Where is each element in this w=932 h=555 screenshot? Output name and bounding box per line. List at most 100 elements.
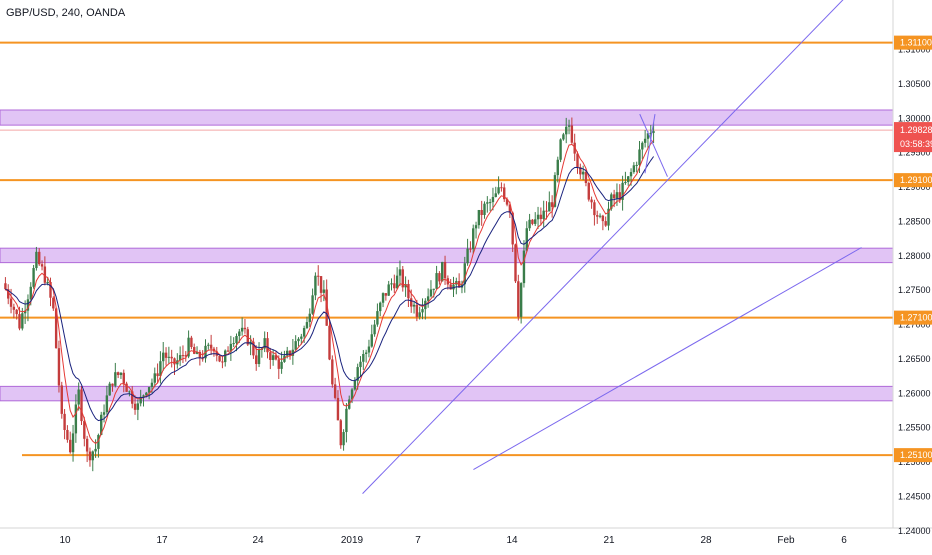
x-tick-label: 21 (603, 535, 615, 546)
candle-body (12, 306, 16, 310)
candle-body (114, 372, 117, 386)
x-tick-label: 24 (252, 535, 264, 546)
y-tick-label: 1.30500 (898, 79, 931, 89)
x-tick-label: 14 (506, 535, 518, 546)
resistance-zones (0, 109, 894, 402)
candle-body (100, 414, 103, 435)
candle-body (308, 313, 311, 323)
candle-body (57, 348, 61, 386)
trendlines (362, 0, 862, 494)
candle-body (52, 297, 55, 309)
candle-body (26, 299, 30, 311)
candle-body (514, 244, 517, 282)
candle-body (604, 221, 607, 226)
candle-body (483, 203, 486, 216)
candle-body (449, 284, 452, 290)
candle-body (364, 352, 368, 354)
candle-body (71, 433, 75, 453)
candle-body (362, 353, 365, 362)
candle-body (508, 204, 512, 213)
candle-body (159, 361, 162, 377)
x-tick-label: Feb (777, 535, 795, 546)
candle-body (525, 228, 528, 251)
candle-body (133, 403, 137, 410)
candle-body (63, 413, 66, 430)
candle-body (291, 349, 295, 356)
candle-body (235, 336, 238, 344)
candle-body (302, 328, 306, 337)
candle-body (4, 283, 7, 290)
candle-body (300, 336, 303, 339)
candle-body (238, 331, 241, 337)
candle-body (131, 391, 134, 404)
candle-body (401, 269, 404, 288)
x-tick-label: 6 (841, 535, 847, 546)
level-badge-label: 1.31100 (900, 38, 932, 48)
candle-body (632, 165, 636, 173)
level-badge (894, 448, 932, 463)
candle-body (111, 383, 114, 386)
candle-body (97, 434, 100, 449)
candle-body (373, 324, 376, 335)
candle-body (325, 289, 328, 326)
candle-body (266, 338, 269, 353)
candle-body (500, 187, 503, 189)
candle-body (570, 125, 574, 143)
candle-body (277, 359, 280, 369)
candle-body (429, 289, 433, 297)
candle-body (317, 275, 320, 277)
candle-body (536, 214, 540, 220)
candle-body (184, 355, 187, 357)
candle-body (193, 347, 196, 354)
candle-body (339, 420, 342, 446)
candle-body (404, 283, 407, 288)
candle-body (294, 341, 297, 350)
candle-body (638, 149, 641, 165)
candle-body (587, 183, 590, 200)
candle-body (331, 359, 334, 385)
candle-body (207, 344, 210, 346)
candle-body (38, 251, 41, 265)
x-tick-label: 28 (700, 535, 712, 546)
candle-body (412, 304, 416, 307)
candle-body (105, 395, 109, 413)
candle-body (556, 159, 559, 176)
candle-body (553, 175, 557, 207)
candle-body (421, 309, 424, 313)
candle-body (139, 396, 142, 404)
current-price-badge (894, 122, 932, 153)
candle-body (505, 199, 509, 205)
candle-body (491, 196, 495, 203)
candle-body (280, 361, 283, 369)
candle-body (198, 351, 202, 359)
candle-body (136, 403, 140, 410)
candle-body (119, 372, 123, 376)
candle-body (125, 383, 128, 392)
candle-body (534, 219, 537, 224)
candle-body (350, 389, 354, 400)
candle-body (528, 219, 531, 229)
candle-body (565, 126, 568, 135)
candle-body (522, 250, 526, 284)
candle-body (511, 212, 514, 245)
y-tick-label: 1.28500 (898, 216, 931, 226)
candle-body (353, 380, 357, 390)
candle-body (531, 219, 534, 224)
candle-body (381, 293, 385, 303)
level-badge-label: 1.27100 (900, 313, 932, 323)
horizontal-levels (0, 41, 893, 457)
candle-body (539, 214, 543, 219)
candle-body (627, 176, 630, 183)
trendline (473, 247, 862, 470)
y-tick-label: 1.26000 (898, 388, 931, 398)
candle-body (441, 261, 444, 282)
candle-body (69, 439, 72, 453)
candle-body (466, 248, 469, 264)
candle-body (178, 355, 182, 361)
candle-body (35, 251, 38, 269)
x-tick-label: 2019 (341, 535, 364, 546)
candle-body (229, 343, 233, 352)
slow-ma-line (5, 156, 655, 422)
